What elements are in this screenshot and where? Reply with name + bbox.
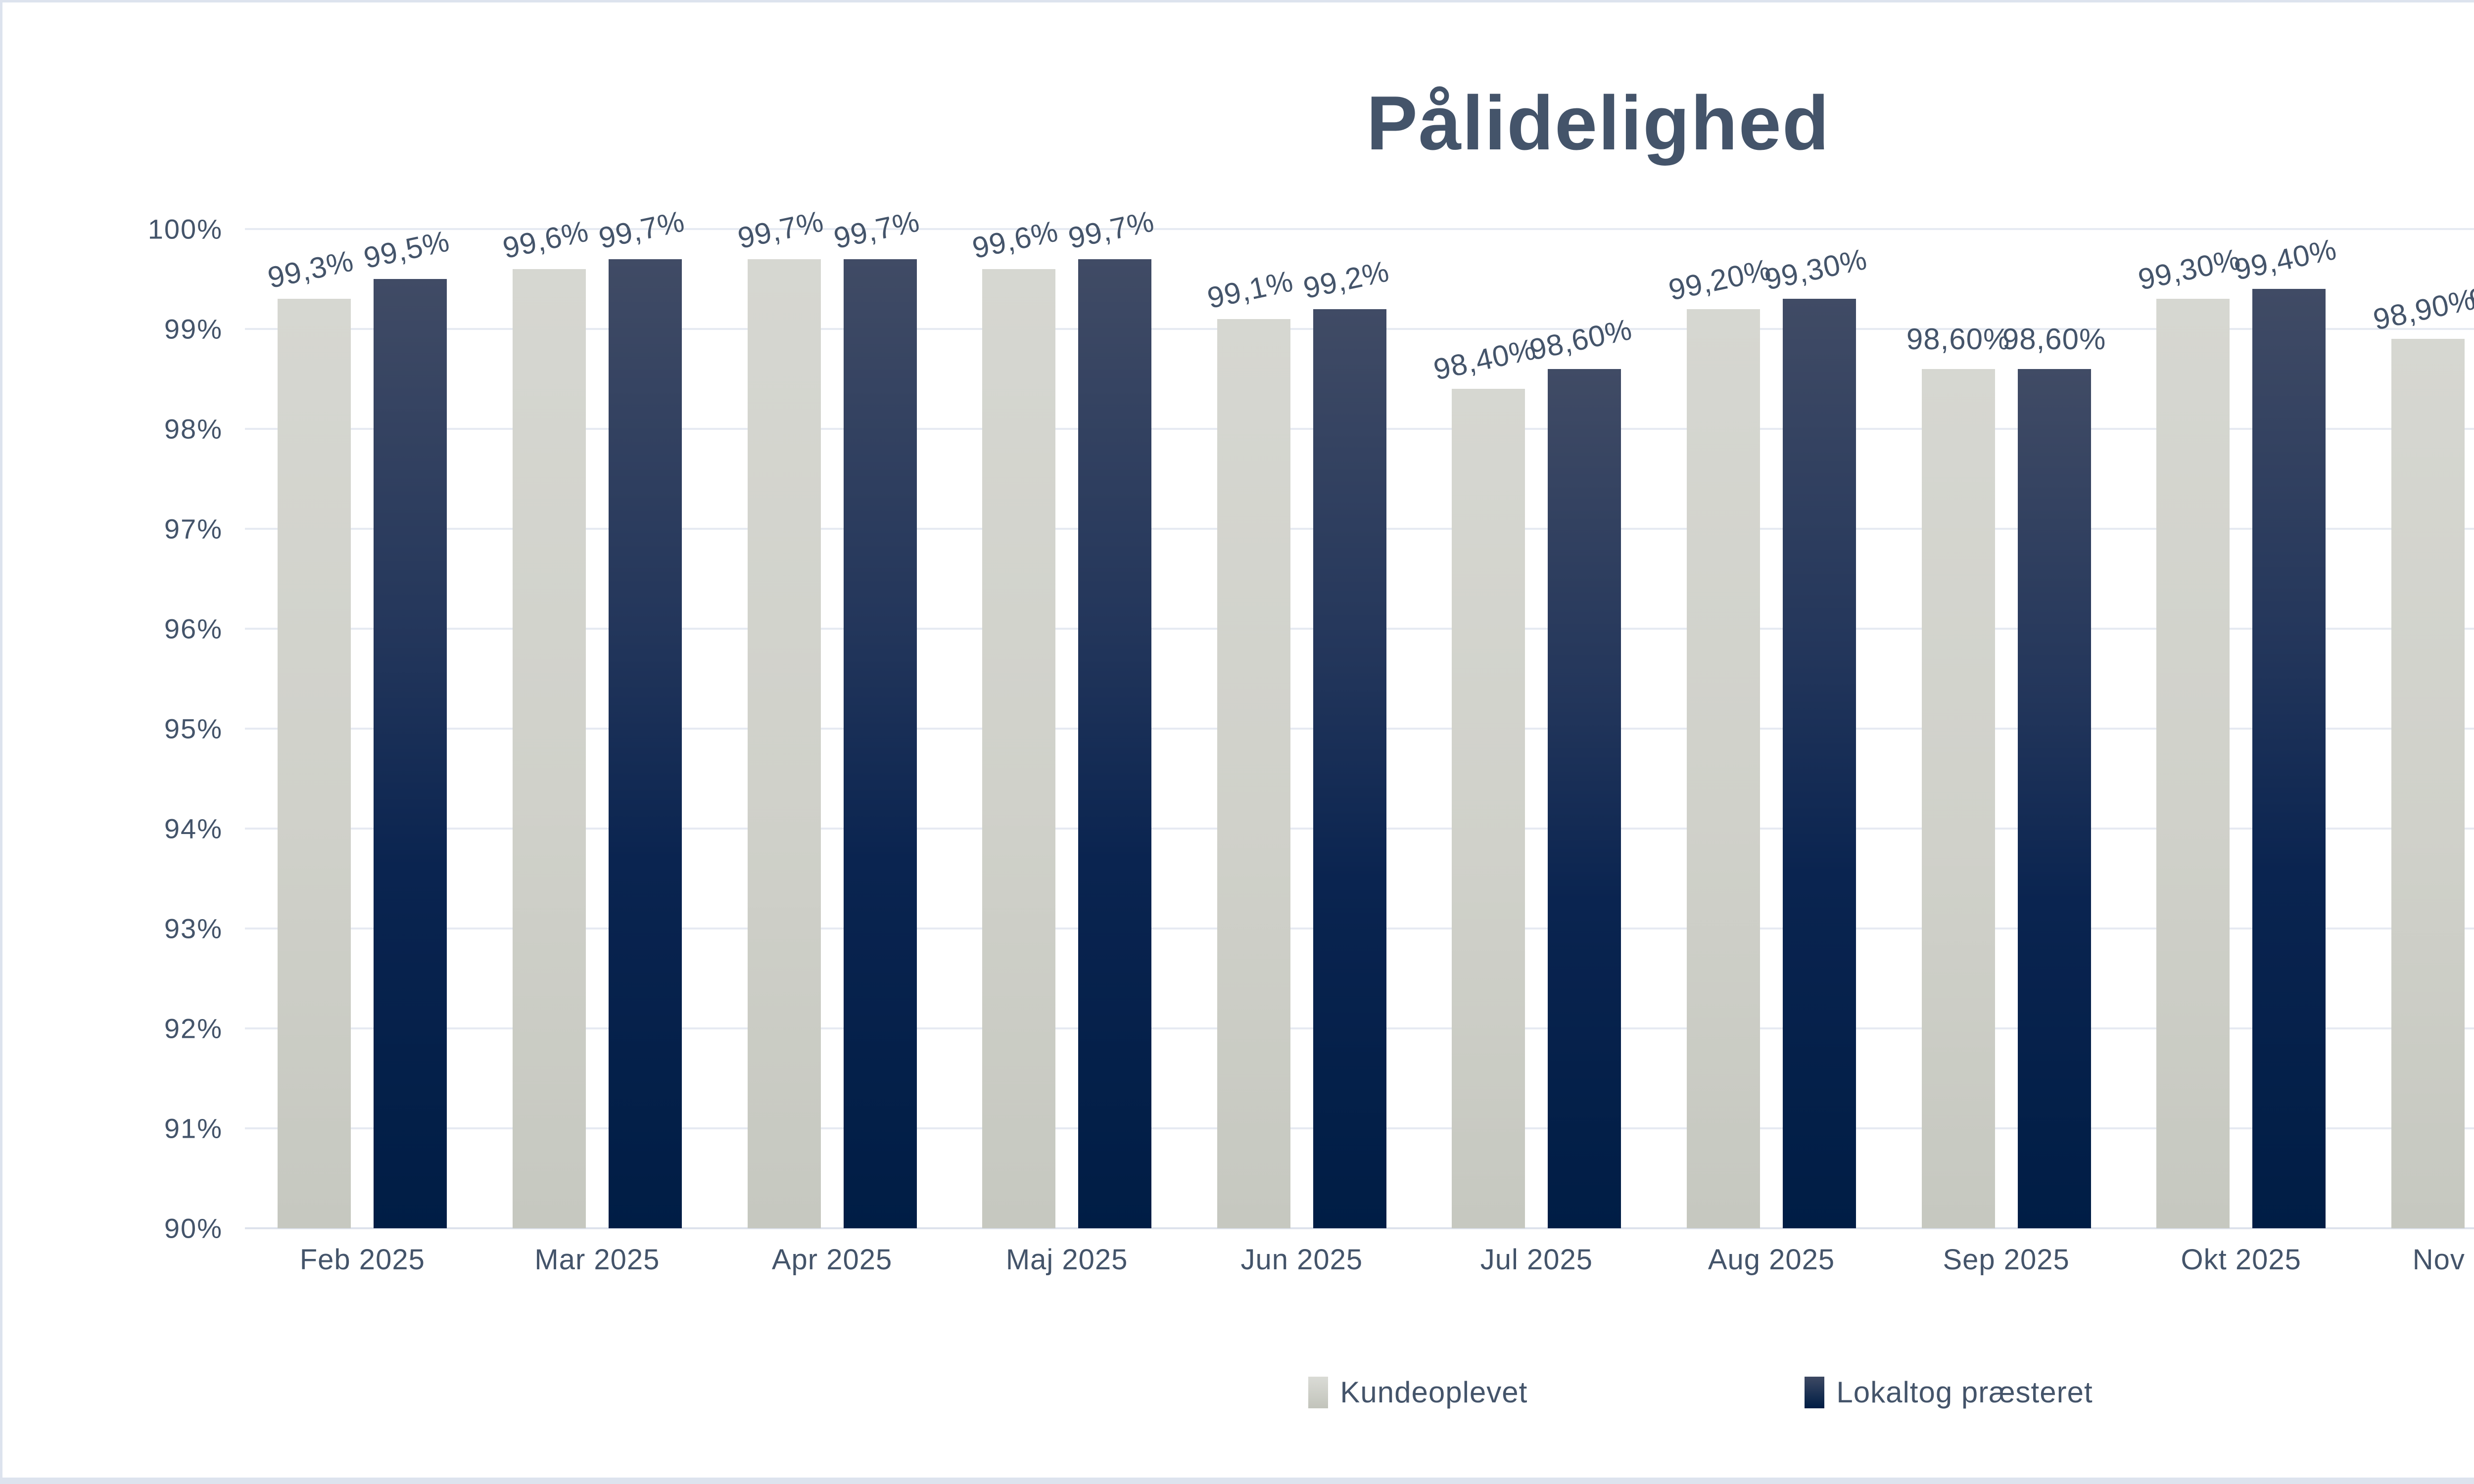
- bar-lokaltog-praesteret: [1783, 299, 1856, 1228]
- x-axis-label: Nov 2025: [2412, 1244, 2474, 1276]
- value-label: 99,7%: [734, 204, 826, 255]
- legend: Kundeoplevet Lokaltog præsteret: [2, 1375, 2474, 1409]
- value-label: 98,60%: [1906, 322, 2010, 356]
- value-label: 99,7%: [1065, 204, 1157, 255]
- legend-swatch-lokaltog: [1805, 1376, 1825, 1408]
- bar-lokaltog-praesteret: [2252, 289, 2326, 1228]
- x-axis-label: Okt 2025: [2181, 1244, 2301, 1276]
- bar-lokaltog-praesteret: [1078, 259, 1152, 1228]
- bar-lokaltog-praesteret: [1548, 369, 1621, 1228]
- value-label: 99,5%: [361, 224, 453, 275]
- y-axis-label: 96%: [164, 613, 223, 645]
- y-axis-label: 92%: [164, 1013, 223, 1044]
- legend-item-kundeoplevet: Kundeoplevet: [1308, 1375, 1527, 1409]
- legend-item-lokaltog: Lokaltog præsteret: [1805, 1375, 2093, 1409]
- bar-kundeoplevet: [278, 299, 351, 1228]
- legend-swatch-kundeoplevet: [1308, 1376, 1329, 1408]
- legend-label-lokaltog: Lokaltog præsteret: [1836, 1376, 2093, 1409]
- bar-kundeoplevet: [982, 269, 1056, 1228]
- value-label: 98,60%: [1526, 312, 1635, 367]
- value-label: 99,6%: [500, 214, 592, 265]
- x-axis-label: Sep 2025: [1943, 1244, 2070, 1276]
- y-axis-label: 94%: [164, 813, 223, 844]
- value-label: 99,2%: [1300, 254, 1392, 305]
- y-axis-label: 95%: [164, 713, 223, 744]
- gridline: [245, 228, 2474, 230]
- value-label: 99,30%: [1761, 242, 1870, 297]
- legend-label-kundeoplevet: Kundeoplevet: [1340, 1376, 1528, 1409]
- bar-kundeoplevet: [1217, 319, 1290, 1228]
- x-axis-label: Jul 2025: [1480, 1244, 1593, 1276]
- bar-kundeoplevet: [1452, 389, 1525, 1228]
- y-axis-label: 100%: [147, 213, 223, 245]
- value-label: 98,40%: [1430, 332, 1539, 386]
- x-axis-label: Jun 2025: [1240, 1244, 1363, 1276]
- value-label: 99,20%: [1665, 252, 1774, 307]
- value-label: 99,7%: [596, 204, 688, 255]
- bar-lokaltog-praesteret: [374, 279, 447, 1228]
- value-label: 99,6%: [969, 214, 1061, 265]
- bar-kundeoplevet: [512, 269, 586, 1228]
- bar-kundeoplevet: [2156, 299, 2230, 1228]
- value-label: 99,1%: [1204, 264, 1296, 315]
- x-axis-label: Mar 2025: [534, 1244, 660, 1276]
- bar-kundeoplevet: [1921, 369, 1995, 1228]
- bar-lokaltog-praesteret: [1313, 309, 1386, 1228]
- y-axis-label: 93%: [164, 913, 223, 944]
- x-axis-label: Aug 2025: [1708, 1244, 1835, 1276]
- x-axis-label: Feb 2025: [299, 1244, 425, 1276]
- bar-lokaltog-praesteret: [843, 259, 917, 1228]
- gridline: [245, 1227, 2474, 1229]
- y-axis-label: 97%: [164, 513, 223, 545]
- y-axis-label: 91%: [164, 1113, 223, 1144]
- bar-kundeoplevet: [1687, 309, 1760, 1228]
- value-label: 99,7%: [830, 204, 922, 255]
- value-label: 99,40%: [2231, 232, 2340, 286]
- bar-lokaltog-praesteret: [2017, 369, 2091, 1228]
- x-axis-label: Apr 2025: [771, 1244, 893, 1276]
- x-axis-label: Maj 2025: [1005, 1244, 1128, 1276]
- y-axis-label: 90%: [164, 1212, 223, 1244]
- value-label: 98,60%: [2002, 322, 2106, 356]
- bar-kundeoplevet: [2391, 339, 2465, 1228]
- chart-title: Pålidelighed: [1366, 80, 1830, 166]
- y-axis-label: 98%: [164, 413, 223, 445]
- bar-lokaltog-praesteret: [608, 259, 682, 1228]
- bar-kundeoplevet: [747, 259, 821, 1228]
- value-label: 99,3%: [265, 244, 357, 295]
- value-label: 99,30%: [2135, 242, 2244, 297]
- y-axis-label: 99%: [164, 313, 223, 345]
